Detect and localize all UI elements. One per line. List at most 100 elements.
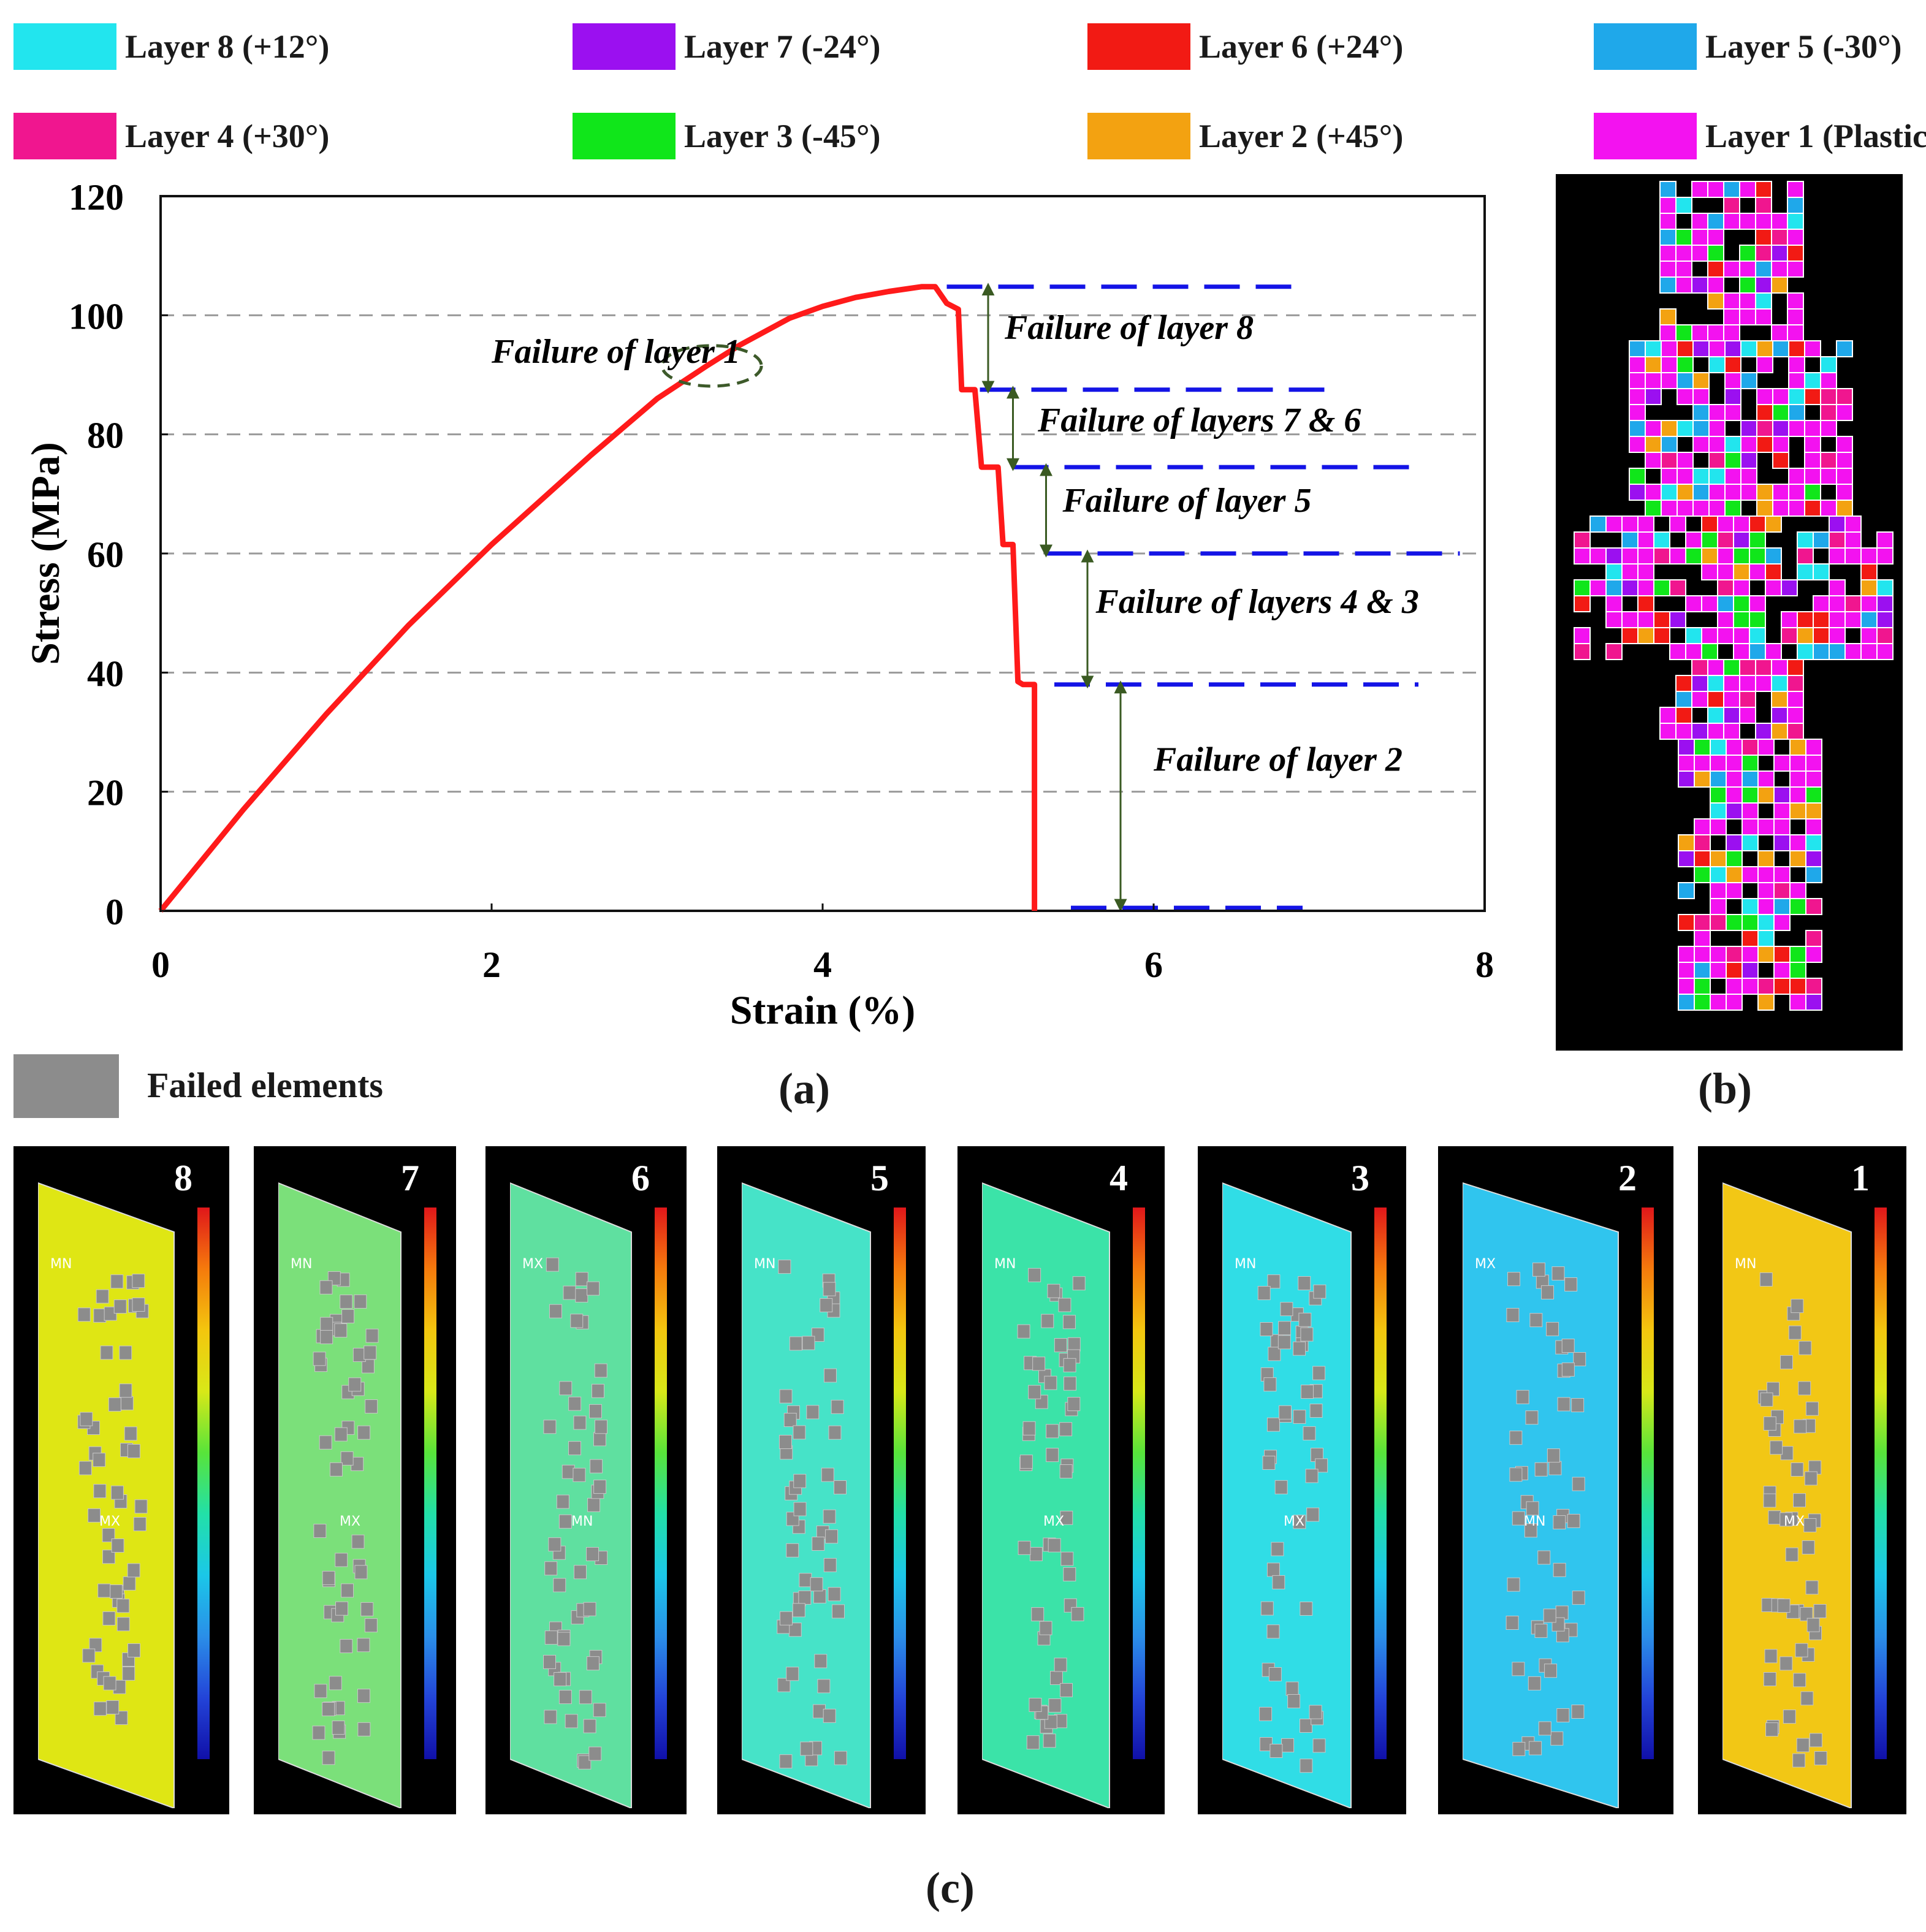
extreme-marker-label: MX: [522, 1257, 544, 1272]
mesh-element: [1773, 882, 1791, 899]
mesh-element: [1629, 404, 1646, 421]
failed-element: [334, 1427, 348, 1442]
mesh-element: [1677, 468, 1694, 485]
mesh-element: [1708, 484, 1726, 501]
scale-ticks: 80.5337 65.9071 51.2806 36.654 22.0275 7.4009…: [1388, 1146, 1417, 1814]
mesh-element: [1804, 420, 1821, 437]
mesh-element: [1755, 723, 1772, 740]
mesh-element: [1717, 515, 1734, 533]
legend-label: Layer 8 (+12°): [125, 28, 330, 65]
contour-panel-layer-2: 2 151.959 133.162 114.365 95.5674 76.7702 57.9…: [1438, 1146, 1684, 1814]
mesh-element: [1844, 595, 1862, 612]
failed-element: [561, 1464, 575, 1479]
mesh-element: [1629, 468, 1646, 485]
mesh-element: [1629, 436, 1646, 453]
mesh-element: [1829, 579, 1846, 596]
failed-element: [357, 1722, 371, 1736]
scale-tick-label: -5.93668: [1905, 1671, 1917, 1719]
mesh-element: [1659, 261, 1677, 278]
scale-tick-label: 213.571: [1163, 1346, 1175, 1388]
mesh-element: [1771, 659, 1788, 676]
mesh-element: [1788, 372, 1805, 389]
mesh-element: [1741, 946, 1759, 963]
failed-element: [1777, 1599, 1791, 1613]
mesh-element: [1739, 245, 1756, 262]
mesh-element: [1678, 946, 1695, 963]
failed-element: [1054, 1338, 1067, 1353]
failed-element: [1779, 1656, 1793, 1671]
failed-element: [1509, 1467, 1523, 1482]
mesh-element: [1787, 229, 1804, 246]
extreme-marker-label: MX: [99, 1514, 121, 1529]
failed-element: [559, 1381, 573, 1396]
mesh-element: [1804, 372, 1821, 389]
mesh-element: [1692, 388, 1710, 405]
failed-element: [1046, 1424, 1059, 1439]
failed-element: [1798, 1381, 1811, 1396]
chart-grid: [161, 314, 1485, 793]
mesh-element: [1710, 802, 1727, 820]
failed-element: [563, 1285, 576, 1300]
failed-element: [340, 1295, 353, 1309]
scale-tick-label: 84.7895: [685, 1606, 697, 1648]
failed-element: [1541, 1285, 1555, 1299]
mesh-element: [1645, 420, 1662, 437]
failed-element: [1303, 1426, 1316, 1440]
failed-element: [1031, 1607, 1045, 1622]
mesh-element: [1675, 675, 1692, 692]
mesh-element: [1757, 898, 1775, 915]
specimen-body: [1222, 1182, 1352, 1808]
failed-element: [590, 1459, 603, 1474]
failed-element: [558, 1514, 572, 1529]
mesh-elements: [1574, 181, 1894, 1011]
contour-panel-layer-6: 6 624.522 547.417 470.313 393.208 316.103 238.…: [485, 1146, 697, 1814]
failed-element: [111, 1538, 124, 1553]
scale-ticks: 624.522 547.417 470.313 393.208 316.103 238.9…: [668, 1146, 697, 1814]
mesh-element: [1621, 611, 1639, 628]
failed-element: [793, 1425, 806, 1440]
mesh-element: [1661, 356, 1678, 373]
failed-element: [558, 1690, 572, 1705]
failed-element: [1048, 1698, 1062, 1713]
failed-element: [312, 1725, 325, 1740]
scale-ticks: 435.748 385.41 335.072 284.734 234.396 184.05…: [211, 1146, 240, 1814]
mesh-element: [1805, 978, 1822, 995]
mesh-element: [1685, 547, 1702, 565]
failed-element: [1505, 1616, 1519, 1630]
contour-panel-layer-1: 1 55.4498 47.7765 40.1032 32.4299 24.7566 17.0…: [1698, 1146, 1917, 1814]
mesh-element: [1691, 659, 1708, 676]
mesh-element: [1717, 595, 1734, 612]
contour-panel-layer-5: 5 851.104 728.94 606.776 484.612 362.449 240.2…: [717, 1146, 936, 1814]
mesh-element: [1805, 898, 1822, 915]
mesh-element: [1739, 292, 1756, 310]
mesh-element: [1739, 213, 1756, 230]
failed-element: [351, 1534, 365, 1549]
mesh-element: [1741, 818, 1759, 835]
failed-element: [365, 1328, 379, 1343]
y-tick-label: 40: [87, 653, 124, 694]
mesh-element: [1675, 229, 1692, 246]
mesh-element: [1710, 882, 1727, 899]
failed-element: [1793, 1673, 1806, 1687]
scale-tick-label: 51.2806: [1405, 1281, 1417, 1323]
mesh-element: [1710, 946, 1727, 963]
mesh-element: [1773, 834, 1791, 851]
failed-element: [1557, 1397, 1570, 1412]
y-tick-label: 0: [105, 892, 124, 932]
mesh-element: [1677, 388, 1694, 405]
failed-element: [594, 1420, 607, 1434]
mesh-element: [1788, 484, 1805, 501]
mesh-element: [1675, 723, 1692, 740]
specimen-body: [742, 1182, 871, 1808]
mesh-element: [1740, 452, 1757, 469]
failed-element-cluster: [543, 1257, 608, 1770]
failed-element: [779, 1389, 793, 1404]
mesh-element: [1708, 340, 1726, 357]
layer-number: 4: [1110, 1158, 1128, 1198]
failed-element: [127, 1563, 140, 1578]
mesh-element: [1755, 229, 1772, 246]
mesh-element: [1771, 675, 1788, 692]
failed-element: [106, 1700, 120, 1714]
failed-element: [1524, 1523, 1537, 1538]
mesh-element: [1605, 611, 1623, 628]
